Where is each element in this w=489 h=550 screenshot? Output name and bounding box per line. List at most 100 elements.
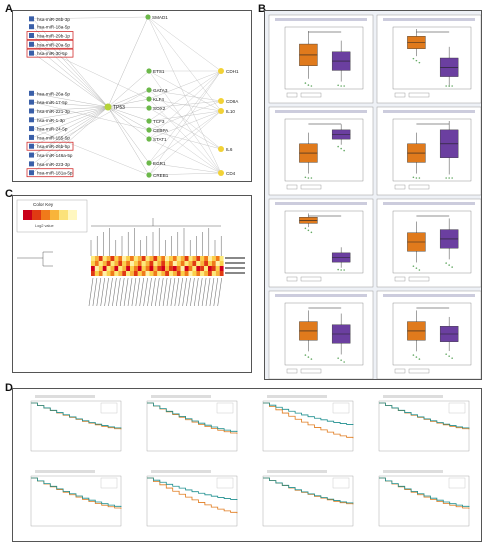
heatmap-cell <box>169 266 173 271</box>
heatmap-cell <box>126 256 130 261</box>
column-label-mark <box>182 277 187 307</box>
edge-line <box>148 100 222 109</box>
column-label-mark <box>213 277 219 307</box>
legend-chip <box>408 276 430 282</box>
edge-line <box>148 70 222 122</box>
column-label-mark <box>112 277 117 307</box>
survival-title-bar <box>151 470 211 473</box>
legend-chip <box>408 184 430 190</box>
mirna-label: hsa-miR-18a-5p <box>37 25 70 30</box>
heatmap-cell <box>118 271 123 276</box>
mirna-label: hsa-miR-146a-5p <box>37 153 73 158</box>
heatmap-cell <box>130 266 134 271</box>
survival-cell <box>146 470 238 527</box>
heatmap-cell <box>161 256 166 261</box>
heatmap-cell <box>126 271 130 276</box>
color-key-title: Color Key <box>33 202 54 207</box>
heatmap-cell <box>118 256 123 261</box>
panel-a-network: hsa-miR-26b-3p hsa-miR-18a-5p hsa-miR-29b-… <box>12 10 252 182</box>
heatmap-cell <box>204 266 208 271</box>
heatmap-cell <box>192 261 197 266</box>
plot-area <box>392 210 472 274</box>
edge-line <box>148 107 222 150</box>
highlight-box <box>26 168 74 178</box>
outlier <box>448 264 450 266</box>
edge-line <box>32 44 150 100</box>
edge-line <box>107 106 150 109</box>
edge-line <box>148 70 222 174</box>
edge-line <box>148 110 222 140</box>
target-node <box>218 170 224 176</box>
row-label-mark <box>225 257 245 259</box>
heatmap-cell <box>118 266 123 271</box>
highlight-box <box>26 48 74 58</box>
mirna-node <box>29 108 34 114</box>
heatmap-cell <box>137 261 142 266</box>
heatmap-cell <box>98 261 103 266</box>
heatmap-cell <box>153 266 158 271</box>
survival-cell <box>30 470 122 527</box>
heatmap-cell <box>165 266 169 271</box>
edge-line <box>148 162 222 174</box>
heatmap-cell <box>157 261 162 266</box>
tf-label: SMAD1 <box>152 15 168 20</box>
heatmap-cell <box>91 271 95 276</box>
heatmap-cell <box>98 266 103 271</box>
tf-label: KLF4 <box>153 97 164 102</box>
mirna-node <box>29 143 34 149</box>
edge-line <box>148 89 222 102</box>
legend-chip <box>286 276 298 282</box>
heatmap-cell <box>102 266 107 271</box>
survival-legend <box>332 402 350 414</box>
edge-line <box>107 106 150 164</box>
edge-line <box>147 16 222 174</box>
cell-title-bar <box>383 202 475 205</box>
heatmap-cell <box>110 256 115 261</box>
outlier <box>418 177 421 179</box>
outlier <box>304 176 307 179</box>
heatmap-cell <box>122 271 127 276</box>
heatmap-cell <box>176 256 181 261</box>
heatmap-cell <box>219 256 224 261</box>
legend-chip <box>300 92 322 98</box>
legend-chip <box>286 92 298 98</box>
heatmap-cell <box>196 256 201 261</box>
outlier <box>343 361 345 363</box>
heatmap-cell <box>114 266 119 271</box>
heatmap-cell <box>122 261 127 266</box>
tf-node <box>146 87 152 93</box>
outlier <box>340 269 342 271</box>
cell-title-bar <box>383 110 475 113</box>
survival-axes <box>146 400 238 452</box>
mirna-label: hsa-miR-1-3p <box>37 118 65 123</box>
outlier <box>415 267 418 269</box>
heatmap-cell <box>137 256 142 261</box>
outlier <box>418 269 421 271</box>
mirna-node <box>29 50 34 56</box>
tf-node <box>146 160 152 166</box>
boxplot-cell <box>376 290 482 380</box>
heatmap-cell <box>200 271 205 276</box>
heatmap-cell <box>91 266 95 271</box>
edge-line <box>107 70 150 108</box>
column-label-mark <box>151 277 156 307</box>
outlier <box>451 85 453 87</box>
edge-line <box>148 110 222 176</box>
outlier <box>412 354 415 356</box>
column-label-mark <box>178 277 183 307</box>
legend-chip <box>394 92 406 98</box>
plot-area <box>392 118 472 182</box>
heatmap-cell <box>211 271 216 276</box>
heatmap-cell <box>98 271 103 276</box>
mirna-node <box>29 90 34 96</box>
edge-line <box>148 129 222 150</box>
heatmap-cell <box>219 266 224 271</box>
heatmap-cell <box>114 271 119 276</box>
legend-chip <box>394 184 406 190</box>
edge-line <box>32 101 109 108</box>
heatmap-cell <box>157 256 162 261</box>
heatmap-cell <box>180 271 185 276</box>
column-label-mark <box>108 277 113 307</box>
target-node <box>218 108 224 114</box>
mirna-node <box>29 99 34 105</box>
